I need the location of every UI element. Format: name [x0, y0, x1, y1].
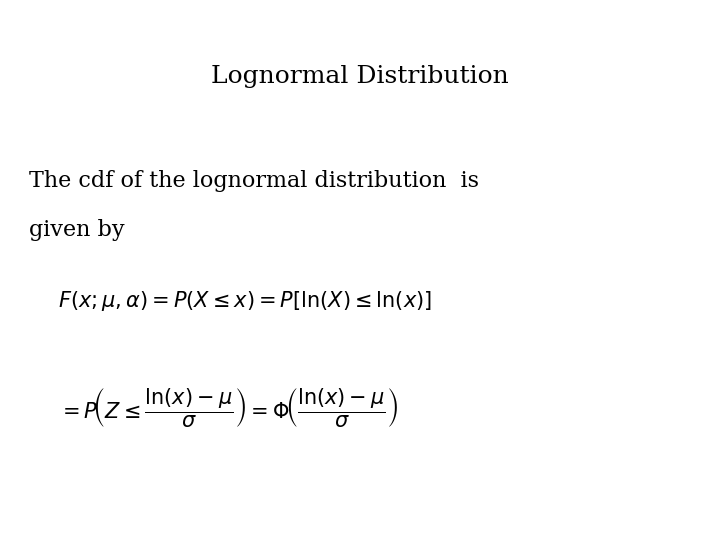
Text: $F(x;\mu,\alpha) = P(X \leq x) = P[\ln(X) \leq \ln(x)]$: $F(x;\mu,\alpha) = P(X \leq x) = P[\ln(X…	[58, 289, 431, 313]
Text: Lognormal Distribution: Lognormal Distribution	[211, 65, 509, 88]
Text: $= P\!\left(Z \leq \dfrac{\ln(x)-\mu}{\sigma}\right) = \Phi\!\left(\dfrac{\ln(x): $= P\!\left(Z \leq \dfrac{\ln(x)-\mu}{\s…	[58, 386, 398, 429]
Text: The cdf of the lognormal distribution  is: The cdf of the lognormal distribution is	[29, 170, 479, 192]
Text: given by: given by	[29, 219, 125, 241]
